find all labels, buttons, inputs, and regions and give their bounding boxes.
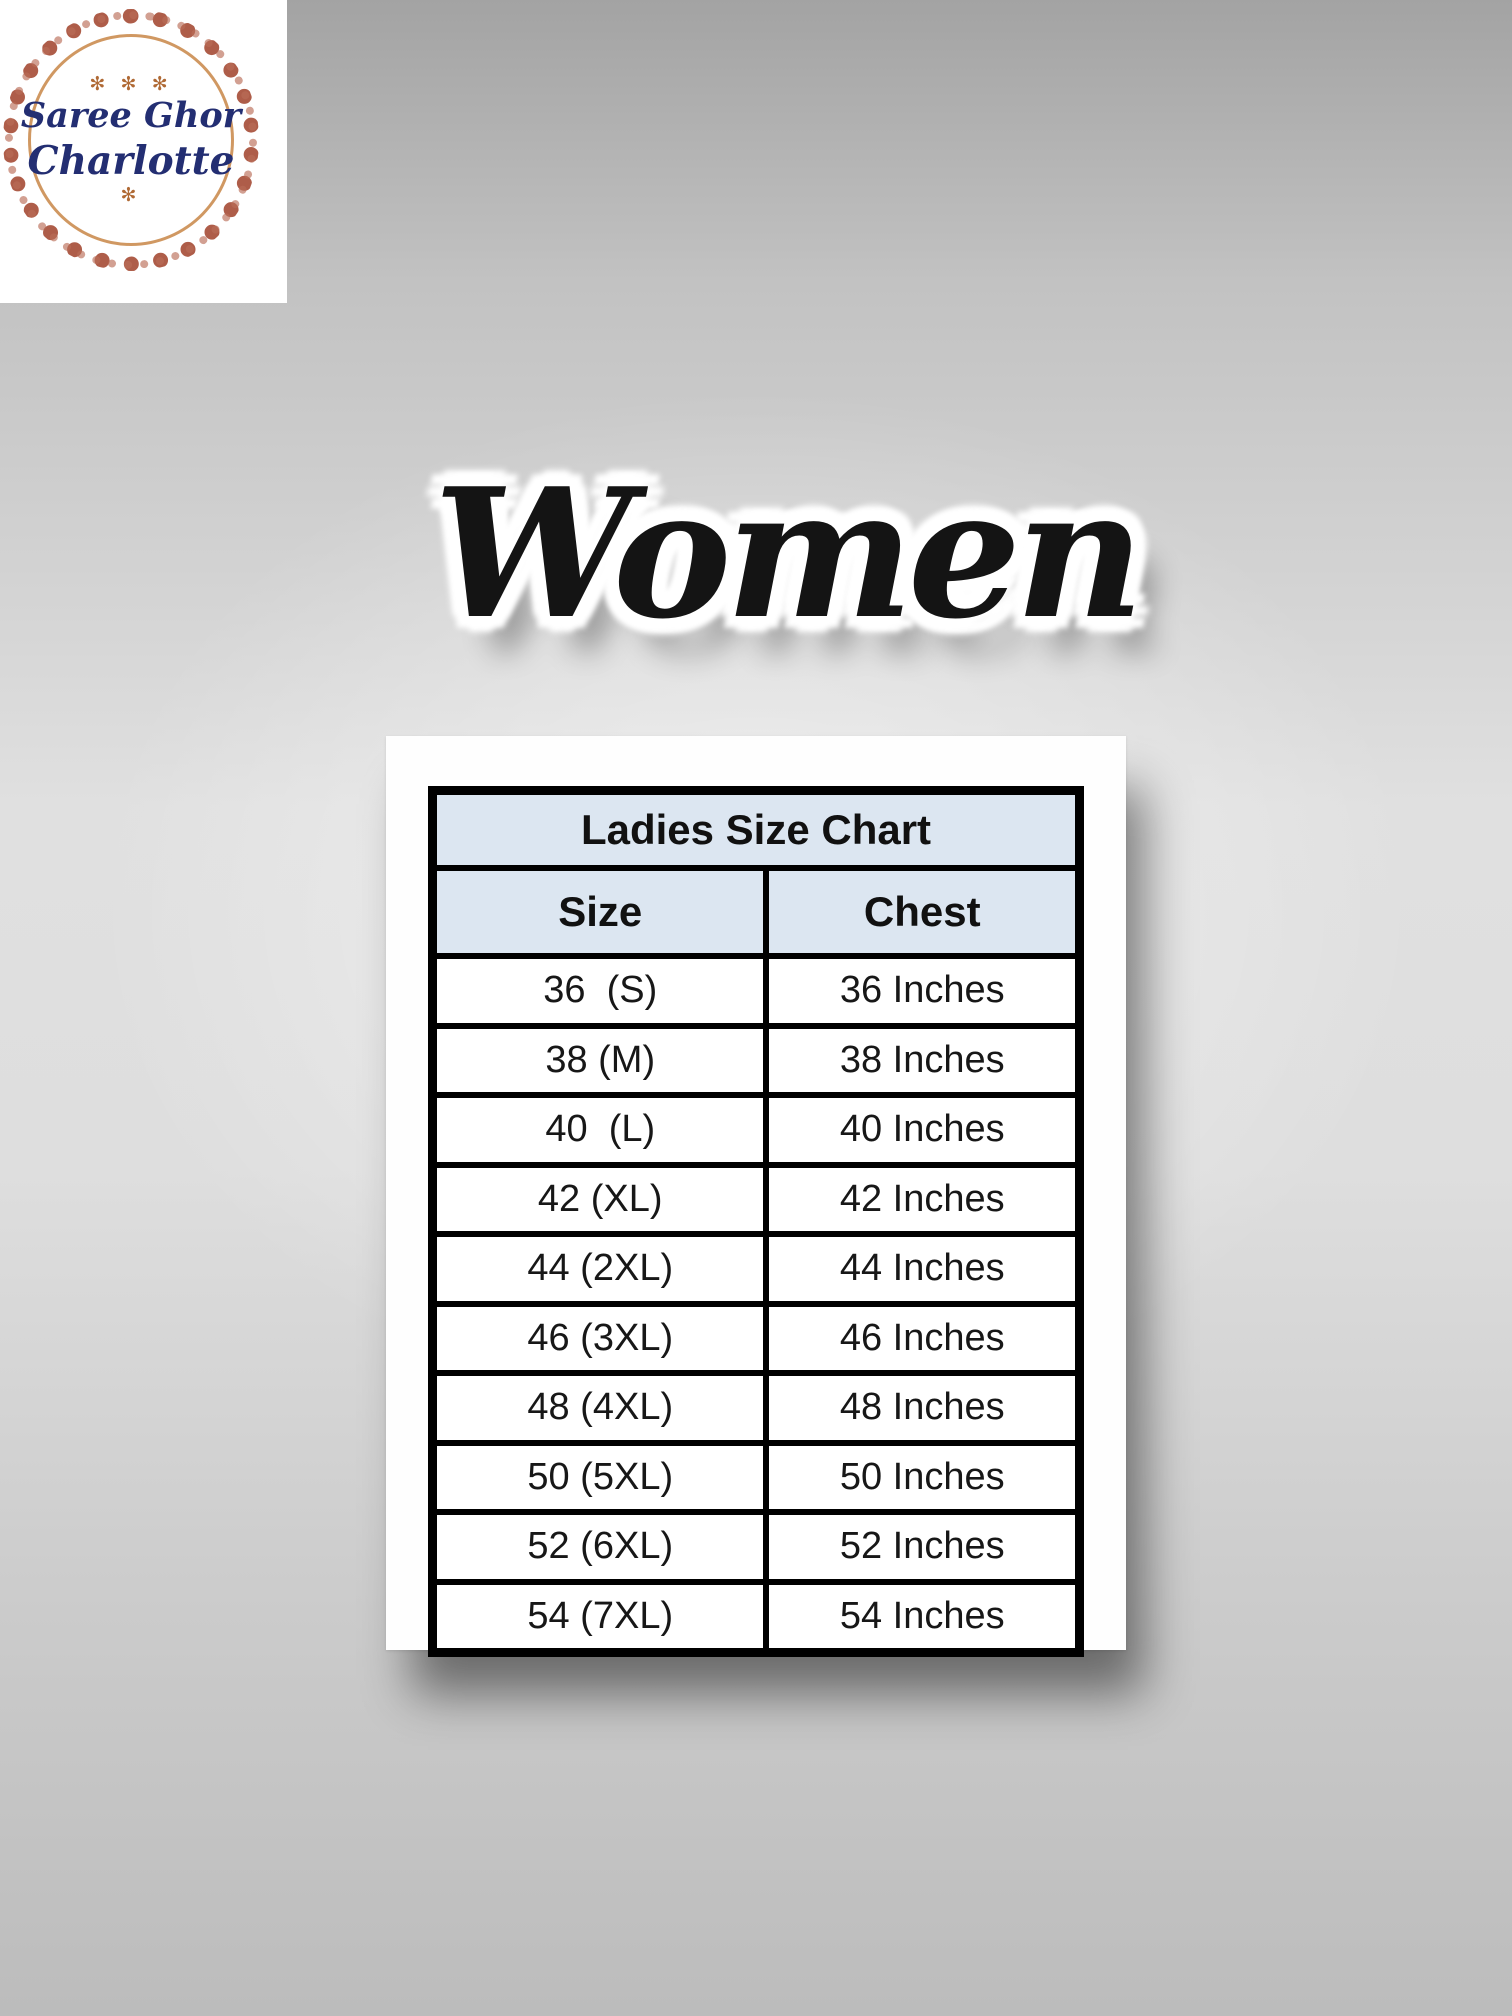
chest-cell: 38 Inches [763, 1022, 1083, 1098]
table-row: 46 (3XL) 46 Inches [429, 1300, 1083, 1376]
logo-brand-name-line2: Charlotte [27, 137, 235, 184]
chest-cell: 36 Inches [763, 953, 1083, 1029]
size-cell: 38 (M) [429, 1022, 770, 1098]
table-row: 48 (4XL) 48 Inches [429, 1370, 1083, 1446]
logo-inner-ring-icon [28, 34, 234, 246]
logo-flourish-bottom-icon: ✻ [120, 184, 142, 206]
size-cell: 40 (L) [429, 1092, 770, 1168]
size-chart-table: Ladies Size Chart Size Chest 36 (S) 36 I… [427, 786, 1084, 1657]
size-cell: 52 (6XL) [429, 1509, 770, 1585]
brand-logo: ✻ ✻ ✻ Saree Ghor Charlotte ✻ [0, 0, 287, 303]
size-cell: 48 (4XL) [429, 1370, 770, 1446]
chest-cell: 46 Inches [763, 1300, 1083, 1376]
size-cell: 42 (XL) [429, 1161, 770, 1237]
chest-cell: 54 Inches [763, 1578, 1083, 1656]
logo-flourish-top-icon: ✻ ✻ ✻ [89, 74, 173, 96]
size-cell: 36 (S) [429, 953, 770, 1029]
table-row: 42 (XL) 42 Inches [429, 1161, 1083, 1237]
table-row: 52 (6XL) 52 Inches [429, 1509, 1083, 1585]
column-header-chest: Chest [763, 865, 1083, 959]
table-row: 40 (L) 40 Inches [429, 1092, 1083, 1168]
chest-cell: 48 Inches [763, 1370, 1083, 1446]
logo-brand-name-line1: Saree Ghor [20, 95, 242, 137]
chest-cell: 42 Inches [763, 1161, 1083, 1237]
chest-cell: 40 Inches [763, 1092, 1083, 1168]
table-title-row: Ladies Size Chart [429, 787, 1083, 871]
table-row: 36 (S) 36 Inches [429, 953, 1083, 1029]
chest-cell: 44 Inches [763, 1231, 1083, 1307]
chest-cell: 52 Inches [763, 1509, 1083, 1585]
size-cell: 54 (7XL) [429, 1578, 770, 1656]
size-cell: 46 (3XL) [429, 1300, 770, 1376]
size-cell: 50 (5XL) [429, 1439, 770, 1515]
table-title: Ladies Size Chart [429, 787, 1083, 871]
chest-cell: 50 Inches [763, 1439, 1083, 1515]
column-header-size: Size [429, 865, 770, 959]
table-row: 54 (7XL) 54 Inches [429, 1578, 1083, 1656]
table-row: 44 (2XL) 44 Inches [429, 1231, 1083, 1307]
table-row: 50 (5XL) 50 Inches [429, 1439, 1083, 1515]
table-row: 38 (M) 38 Inches [429, 1022, 1083, 1098]
size-cell: 44 (2XL) [429, 1231, 770, 1307]
column-header-row: Size Chest [429, 865, 1083, 959]
logo-content: ✻ ✻ ✻ Saree Ghor Charlotte ✻ [0, 8, 262, 272]
page-title: Women [433, 449, 1144, 658]
size-chart-card: Ladies Size Chart Size Chest 36 (S) 36 I… [386, 736, 1126, 1657]
